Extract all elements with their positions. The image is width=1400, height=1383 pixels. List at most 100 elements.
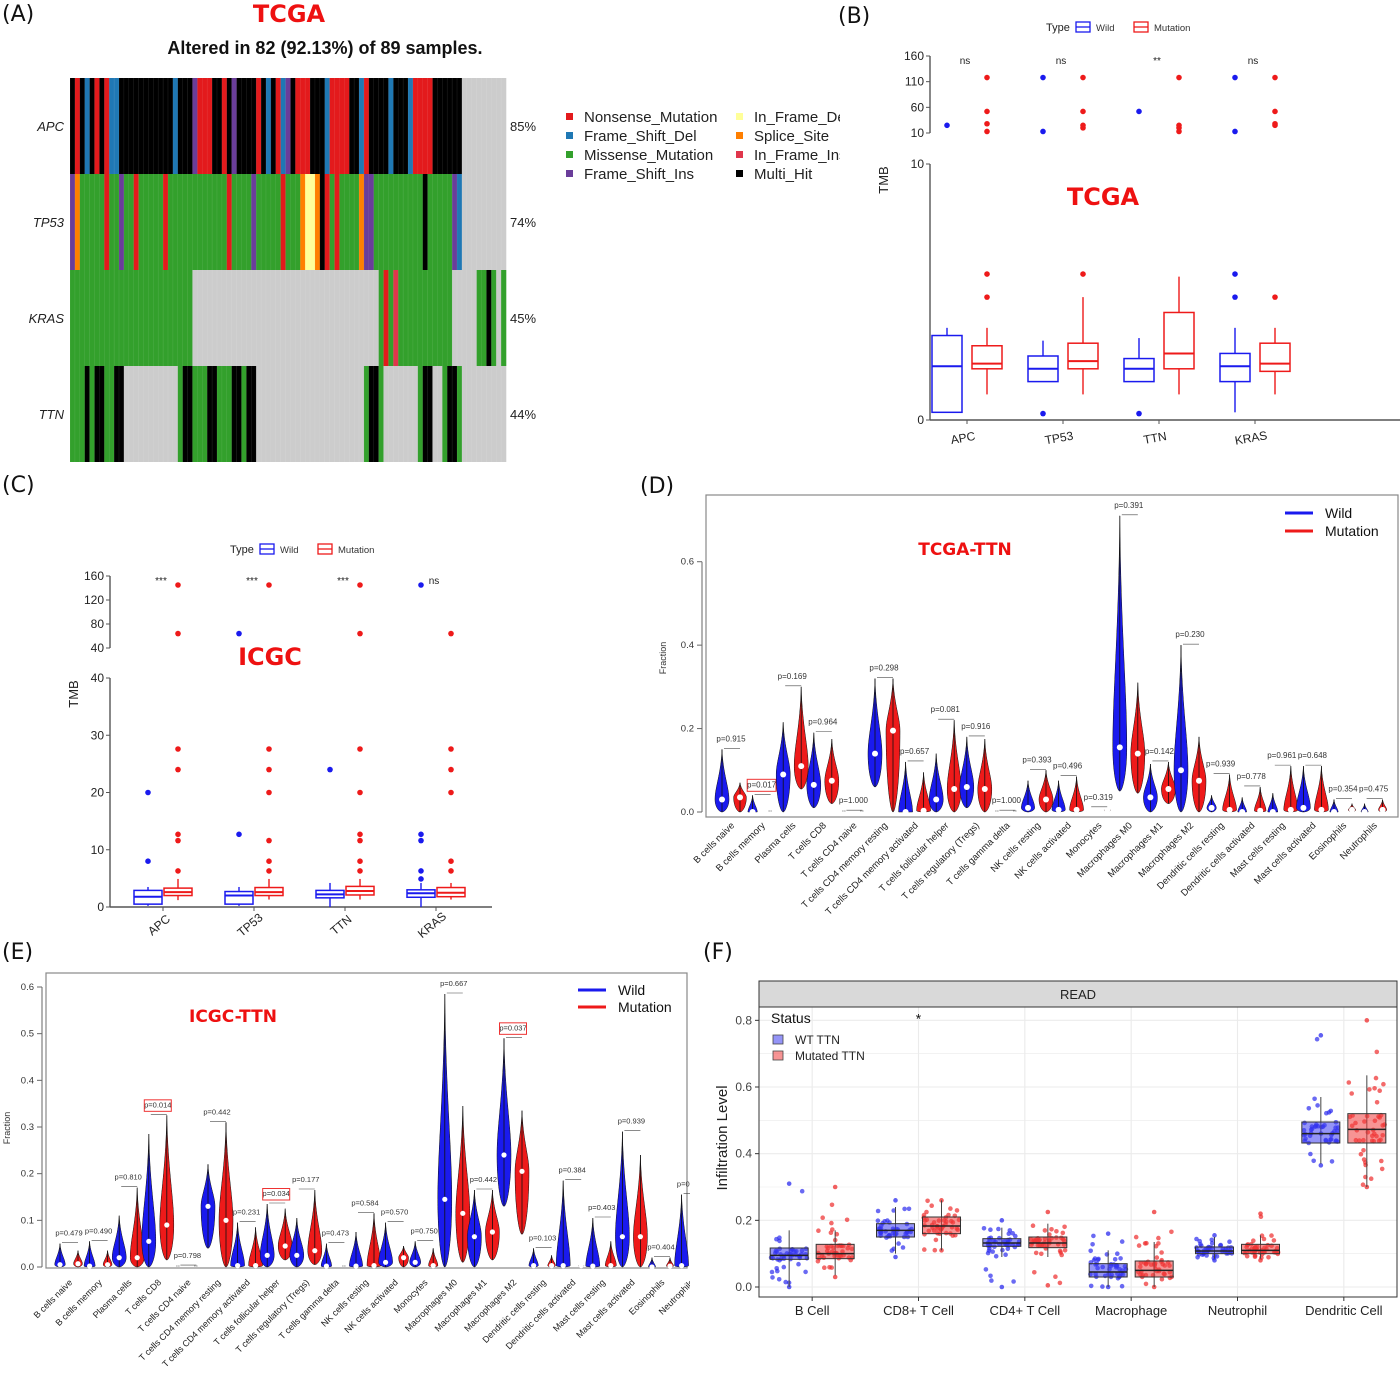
oncoplot-cell (334, 174, 340, 270)
jitter-point (999, 1284, 1005, 1290)
oncoplot-cell (373, 78, 379, 174)
oncoplot-cell (422, 366, 428, 462)
pvalue-label: p=0.393 (1022, 755, 1052, 764)
outlier-point (145, 789, 151, 796)
outlier-point (266, 789, 272, 796)
pvalue-label: p=0.442 (203, 1107, 230, 1116)
gene-percentage: 45% (510, 311, 536, 326)
x-tick-label: CD8+ T Cell (883, 1303, 954, 1318)
oncoplot-cell (452, 78, 458, 174)
infiltration-y-label: Infiltration Level (714, 1085, 731, 1190)
oncoplot-cell (471, 270, 477, 366)
oncoplot-cell (339, 366, 345, 462)
oncoplot-cell (403, 366, 409, 462)
x-tick-label: NK cells activated (1013, 820, 1074, 881)
violin-median-point (264, 1252, 270, 1258)
pvalue-label: p=0.403 (588, 1203, 615, 1212)
jitter-point (990, 1249, 995, 1254)
oncoplot-cell (295, 270, 301, 366)
y-tick-label: 0.4 (21, 1075, 34, 1086)
oncoplot-legend: Nonsense_Mutation Frame_Shift_Del Missense… (566, 109, 840, 183)
legend-label: Frame_Shift_Ins (584, 166, 694, 183)
oncoplot-cell (295, 174, 301, 270)
pvalue-label: p=0.798 (174, 1251, 201, 1260)
oncoplot-cell (89, 78, 95, 174)
gene-percentage: 74% (510, 215, 536, 230)
y-tick-label: 80 (91, 617, 105, 631)
y-tick-label: 0.4 (735, 1147, 752, 1161)
pvalue-label: p=0.037 (499, 1023, 526, 1032)
jitter-point (999, 1218, 1005, 1223)
oncoplot-cell (481, 366, 487, 462)
jitter-point (1212, 1258, 1217, 1263)
oncoplot-cell (314, 366, 321, 462)
oncoplot-cell (148, 78, 154, 174)
jitter-point (803, 1269, 808, 1275)
jitter-point (1361, 1148, 1366, 1153)
oncoplot-cell (114, 366, 120, 462)
jitter-point (1358, 1151, 1364, 1157)
outlier-point-upper (984, 74, 990, 81)
oncoplot-cell (290, 270, 296, 366)
oncoplot-cell (349, 270, 355, 366)
oncoplot-cell (412, 78, 419, 174)
tmb-y-label: TMB (876, 166, 891, 193)
oncoplot-cell (202, 174, 208, 270)
oncoplot-cell (285, 78, 291, 174)
oncoplot-cell (74, 270, 81, 366)
violin-median-point (933, 796, 940, 803)
oncoplot-cell (70, 174, 76, 270)
jitter-point (1373, 1075, 1379, 1081)
violin-median-point (1239, 809, 1246, 815)
outlier-point-upper (1232, 128, 1238, 135)
legend-label: Wild (280, 545, 298, 556)
pvalue-highlight-box (499, 1022, 527, 1035)
jitter-point (1374, 1049, 1380, 1055)
outlier-point-upper (1136, 108, 1142, 115)
y-tick-label: 40 (91, 671, 105, 685)
jitter-point (946, 1212, 951, 1218)
x-tick-label: Macrophages M0 (1075, 820, 1135, 880)
jitter-point (1000, 1247, 1005, 1253)
oncoplot-cell (329, 270, 335, 366)
jitter-point (1377, 1088, 1382, 1093)
oncoplot-cell (442, 366, 448, 462)
outlier-point (1272, 294, 1278, 300)
significance-label: ns (1248, 56, 1259, 67)
oncoplot-cell (163, 78, 169, 174)
oncoplot-cell (408, 270, 414, 366)
jitter-point (1090, 1242, 1095, 1247)
oncoplot-cell (300, 366, 306, 462)
oncoplot-cell (207, 174, 213, 270)
oncoplot-cell (496, 174, 502, 270)
oncoplot-cell (452, 270, 458, 366)
jitter-point (893, 1198, 898, 1203)
jitter-point (939, 1198, 944, 1203)
x-tick-label: TTN (328, 912, 355, 938)
oncoplot-cell (378, 270, 384, 366)
oncoplot-cell (457, 270, 463, 366)
oncoplot-cell (285, 174, 291, 270)
oncoplot-cell (368, 174, 375, 270)
jitter-point (1315, 1103, 1320, 1108)
jitter-point (1266, 1255, 1271, 1260)
oncoplot-cell (104, 270, 110, 366)
box (1134, 1260, 1174, 1278)
oncoplot-cell (167, 174, 174, 270)
oncoplot-cell (153, 174, 159, 270)
violin-median-point (146, 1238, 152, 1244)
outlier-point (236, 831, 242, 838)
jitter-point (875, 1208, 881, 1214)
jitter-point (1360, 1182, 1366, 1187)
oncoplot-cell (99, 78, 105, 174)
violin-median-point (383, 1259, 389, 1265)
outlier-point-upper (1232, 74, 1238, 81)
oncoplot-cell (251, 270, 257, 366)
gene-label: TP53 (33, 215, 65, 230)
oncoplot-cell (187, 174, 193, 270)
outlier-point (175, 746, 181, 752)
panel-label-d: (D) (640, 474, 675, 499)
oncoplot-cell (280, 174, 286, 270)
jitter-point (1100, 1284, 1105, 1289)
violin-median-point (430, 1263, 436, 1269)
